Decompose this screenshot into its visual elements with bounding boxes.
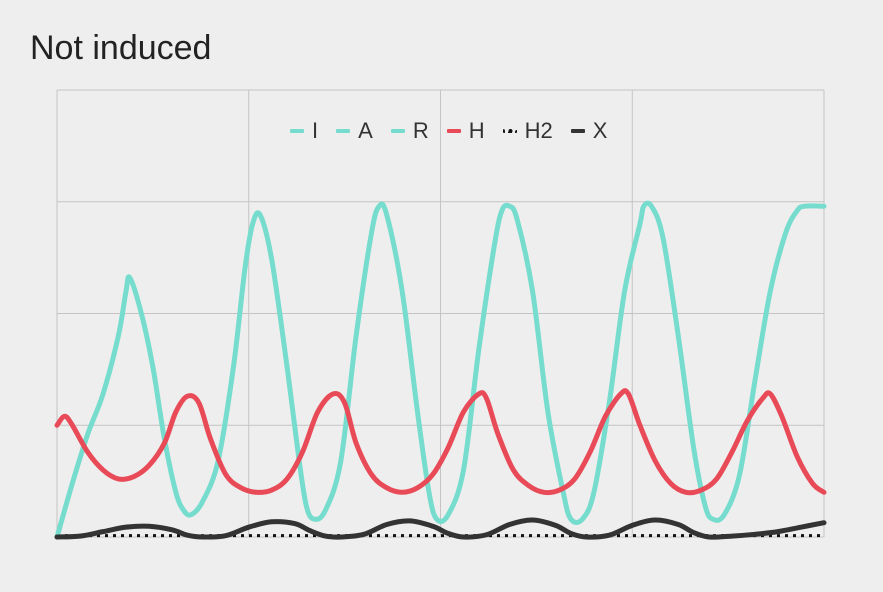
legend-label-i: I — [312, 118, 319, 143]
series-line-h — [54, 388, 827, 496]
legend-item-r: R — [390, 118, 429, 144]
series-line-x — [54, 517, 827, 540]
legend-swatch-r — [390, 129, 405, 133]
legend-label-a: A — [358, 118, 373, 143]
legend-label-h2: H2 — [524, 118, 553, 143]
legend-swatch-i — [290, 129, 304, 133]
grid — [56, 89, 825, 538]
legend-swatch-x — [570, 129, 585, 133]
legend-item-a: A — [336, 118, 373, 144]
legend-item-h2: H2 — [502, 118, 553, 144]
legend-swatch-h2 — [502, 129, 517, 133]
legend-label-r: R — [412, 118, 429, 143]
legend-item-x: X — [570, 118, 608, 144]
chart-legend: I A R H H2 X — [290, 118, 607, 144]
chart-title: Not induced — [30, 29, 212, 67]
legend-label-h: H — [468, 118, 485, 143]
legend-swatch-h — [446, 129, 461, 133]
series-lines — [54, 200, 827, 540]
legend-swatch-a — [336, 129, 351, 133]
legend-item-h: H — [446, 118, 485, 144]
series-line-i — [54, 200, 827, 540]
legend-label-x: X — [592, 118, 608, 143]
legend-item-i: I — [290, 118, 318, 144]
